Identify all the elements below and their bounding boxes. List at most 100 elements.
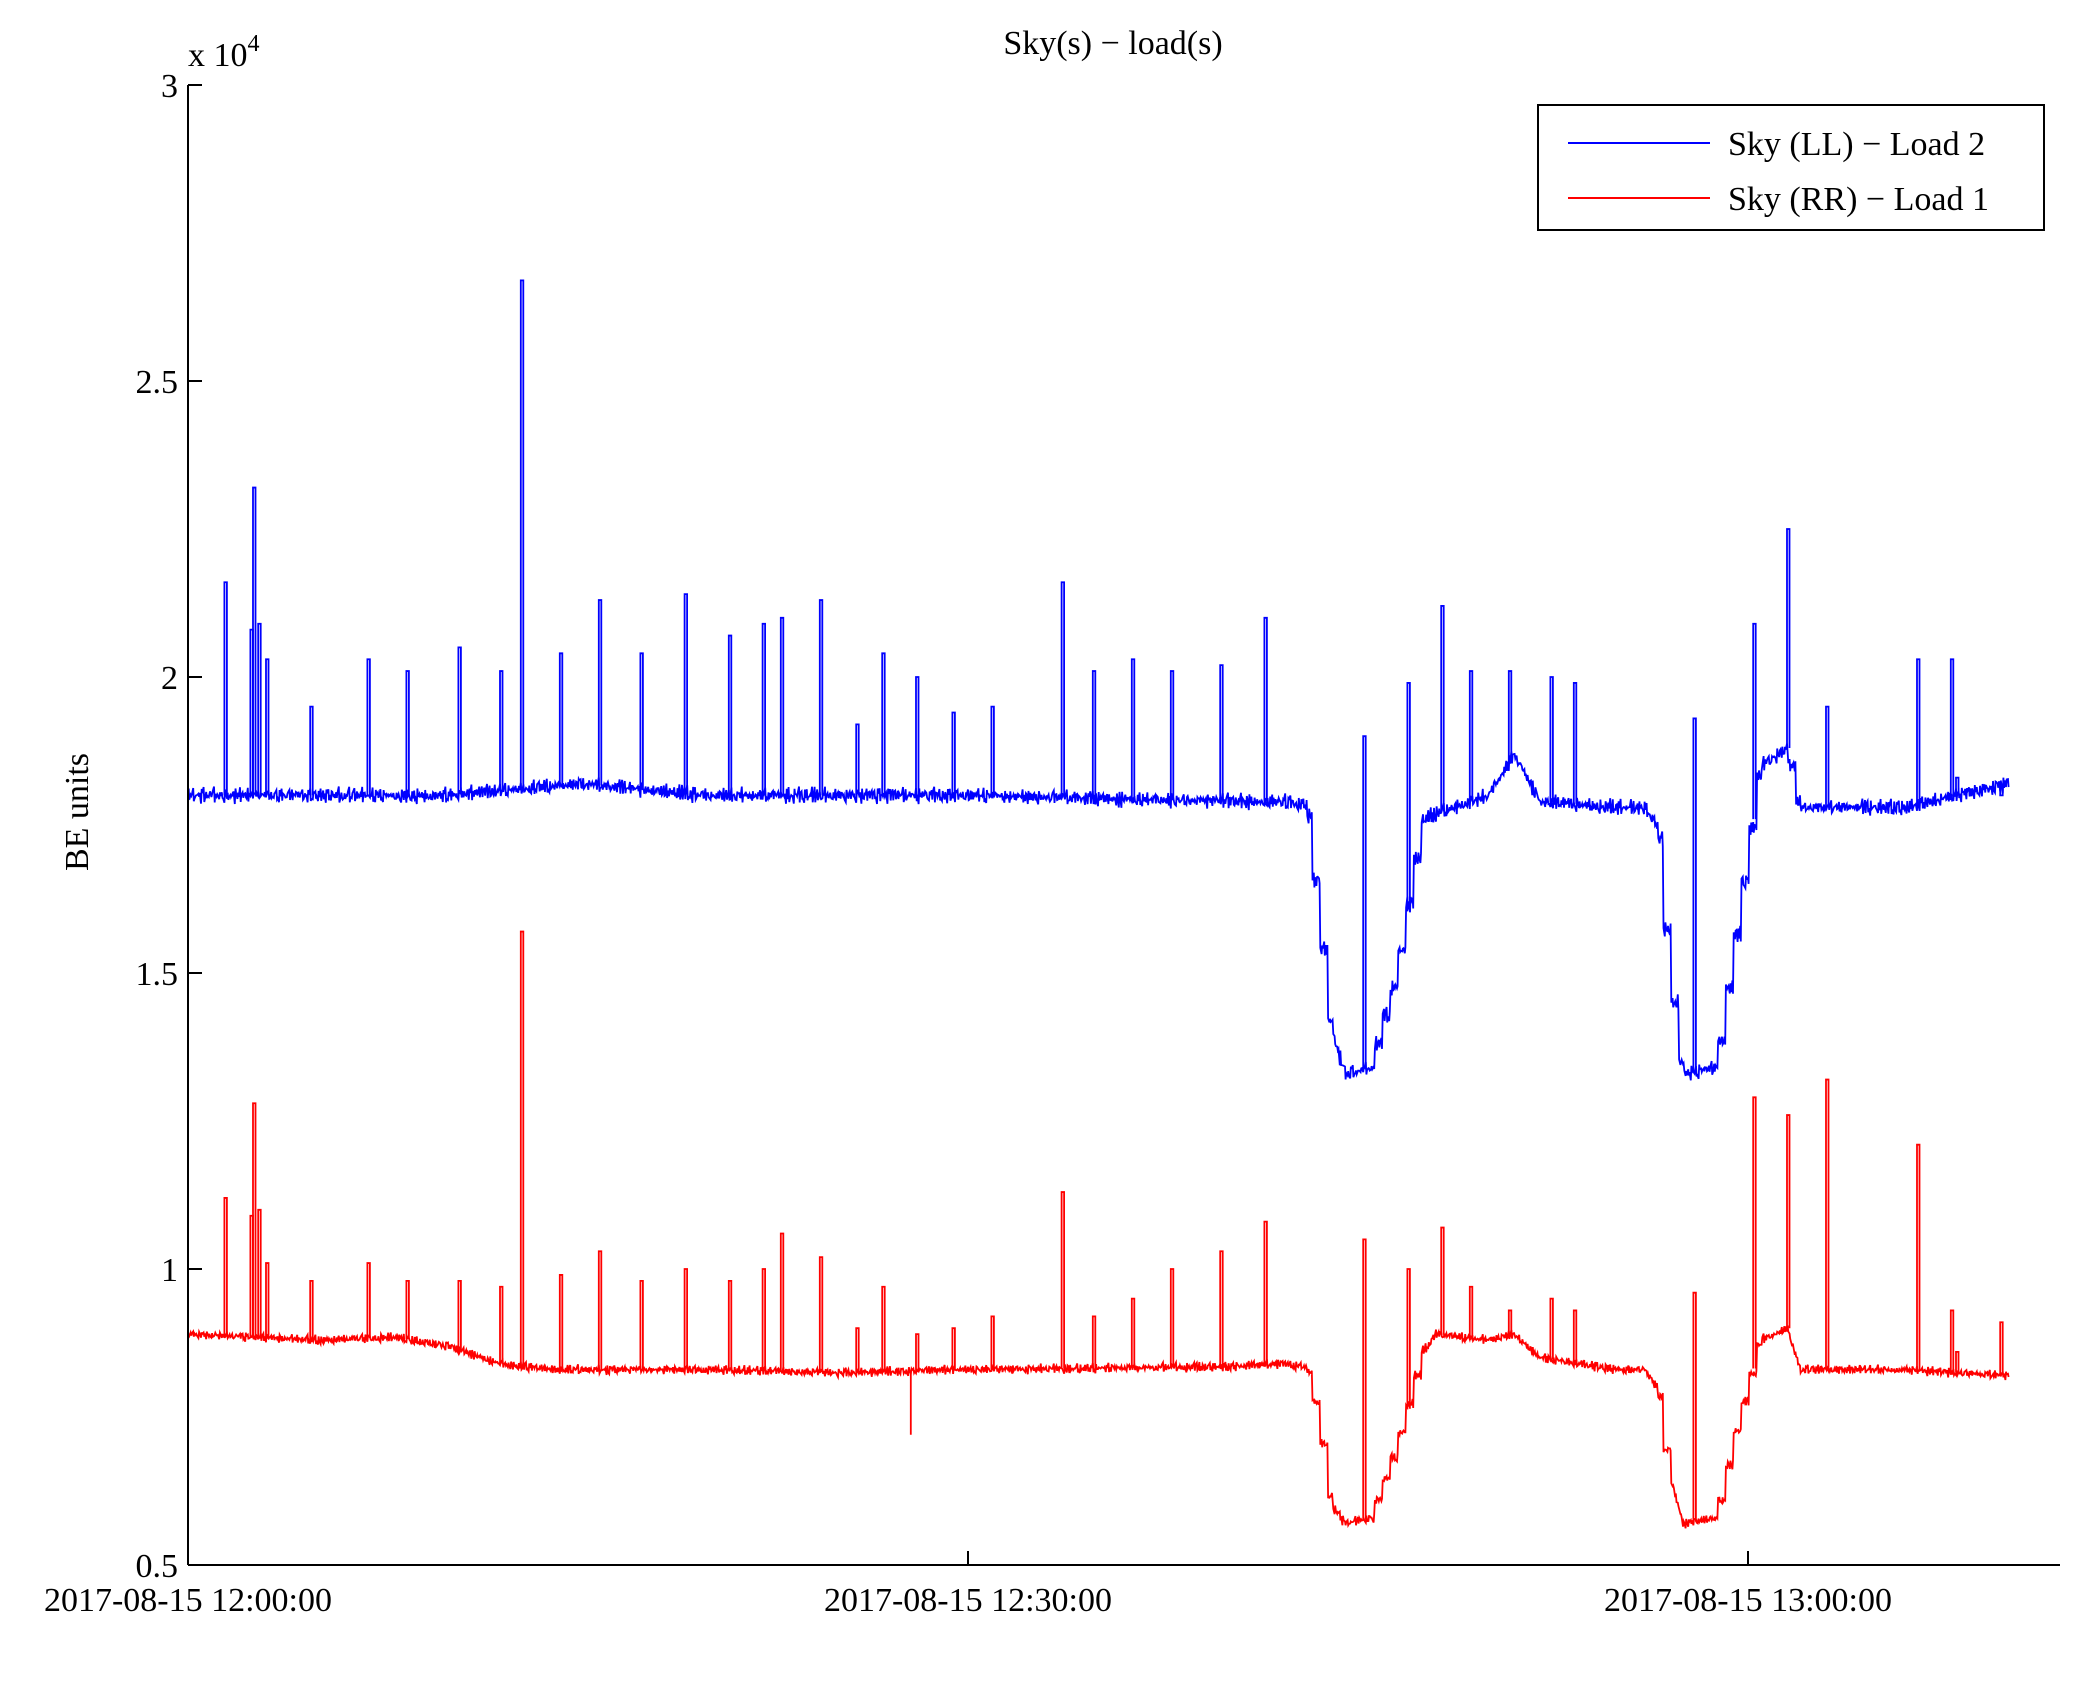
series-spike	[761, 622, 766, 796]
series-spike	[405, 670, 410, 796]
y-tick-label: 3	[161, 68, 178, 105]
series-line	[187, 1325, 2010, 1529]
series-spike	[265, 658, 270, 796]
series-spike	[558, 652, 564, 786]
series-spike	[252, 486, 257, 796]
plot-area	[187, 279, 2010, 1529]
series-spike	[499, 670, 504, 791]
series-spike	[1130, 1297, 1136, 1368]
series-spike	[519, 279, 525, 789]
series-line	[187, 743, 2010, 1081]
chart-title: Sky(s) − load(s)	[1003, 25, 1222, 62]
y-axis-label: BE units	[59, 753, 96, 871]
series-spike	[727, 634, 733, 796]
series-spike	[309, 705, 314, 796]
series-spike	[1752, 622, 1757, 820]
series-spike	[1060, 1191, 1065, 1369]
series-spike	[1999, 1321, 2004, 1376]
series-spike	[1572, 682, 1578, 804]
y-tick-label: 1.5	[136, 956, 179, 993]
x-axis-ticks: 2017-08-15 12:00:00 2017-08-15 12:30:00 20…	[44, 1551, 1892, 1619]
series-spike	[1916, 1143, 1921, 1371]
series-spike	[1752, 1096, 1757, 1369]
series-spike	[1169, 670, 1175, 801]
series-spike	[1572, 1309, 1578, 1363]
series-spike	[683, 593, 688, 794]
series-spike	[366, 1262, 371, 1339]
y-tick-label: 0.5	[136, 1548, 179, 1585]
series-spike	[1263, 616, 1268, 802]
series-spike	[405, 1279, 410, 1339]
series-spike	[951, 711, 956, 796]
series-spike	[1468, 1285, 1474, 1338]
legend: Sky (LL) − Load 2 Sky (RR) − Load 1	[1537, 104, 2045, 231]
series-spike	[881, 1285, 886, 1372]
series-spike	[1949, 1309, 1955, 1373]
series-spike	[265, 1262, 270, 1338]
series-spike	[1130, 658, 1136, 800]
series-spike	[1219, 1250, 1224, 1367]
y-tick-label: 1	[161, 1252, 178, 1289]
series-spike	[366, 658, 371, 796]
series-spike	[1406, 682, 1411, 912]
series-spike	[639, 652, 644, 790]
series-spike	[951, 1327, 956, 1370]
series-spike	[1060, 581, 1065, 798]
legend-box	[1537, 104, 2045, 231]
y-tick-label: 2	[161, 660, 178, 697]
series-spike	[1263, 1220, 1268, 1365]
series-spike	[1549, 676, 1554, 803]
series-spike	[1468, 670, 1474, 802]
series-spike	[252, 1102, 257, 1338]
series-spike	[915, 676, 920, 796]
series-spike	[683, 1268, 688, 1370]
series-spike	[1507, 1309, 1513, 1336]
x-tick-label: 2017-08-15 12:30:00	[824, 1582, 1112, 1619]
series-spike	[1825, 1078, 1830, 1370]
series-spike	[915, 1333, 920, 1371]
series-spike	[1786, 528, 1791, 749]
y-tick-label: 2.5	[136, 364, 179, 401]
series-spike	[1825, 705, 1830, 808]
series-spike	[558, 1274, 564, 1370]
series-spike	[257, 622, 262, 796]
series-spike	[1692, 717, 1697, 1072]
series-spike	[639, 1279, 644, 1370]
series-spike	[457, 1279, 462, 1350]
legend-label: Sky (RR) − Load 1	[1728, 181, 1989, 218]
series-spike	[1786, 1114, 1791, 1329]
series-spike	[855, 723, 860, 796]
series-spike	[1692, 1291, 1697, 1522]
series-spike	[1091, 1315, 1097, 1369]
series-spike	[1169, 1268, 1175, 1368]
series-spike	[597, 599, 603, 786]
series-spike	[1507, 670, 1513, 763]
legend-label: Sky (LL) − Load 2	[1728, 126, 1985, 163]
y-axis-exponent: x 104	[188, 31, 260, 74]
series-spike	[1440, 1226, 1445, 1335]
y-exponent-power: 4	[248, 31, 260, 57]
series-spike	[1916, 658, 1921, 805]
series-spike	[257, 1208, 262, 1338]
series-spike	[818, 1256, 824, 1373]
series-spike	[779, 616, 785, 796]
series-spike	[990, 705, 995, 796]
series-spike	[1440, 605, 1445, 812]
series-spike	[457, 646, 462, 795]
series-spike	[309, 1279, 314, 1340]
series-spike	[761, 1268, 766, 1371]
series-spike	[881, 652, 886, 796]
series-spike	[519, 930, 525, 1367]
y-exponent-base: x 10	[188, 37, 248, 74]
series-spike	[1362, 1238, 1367, 1520]
series-spike	[1362, 735, 1367, 1070]
series-spike	[1549, 1297, 1554, 1360]
series-spike	[779, 1232, 785, 1372]
series-spike	[818, 599, 824, 796]
x-tick-label: 2017-08-15 13:00:00	[1604, 1582, 1892, 1619]
series-spike	[223, 581, 228, 796]
series-spike	[990, 1315, 995, 1370]
y-axis-ticks: 0.5 1 1.5 2 2.5 3	[136, 68, 202, 1585]
series-spike	[1091, 670, 1097, 799]
